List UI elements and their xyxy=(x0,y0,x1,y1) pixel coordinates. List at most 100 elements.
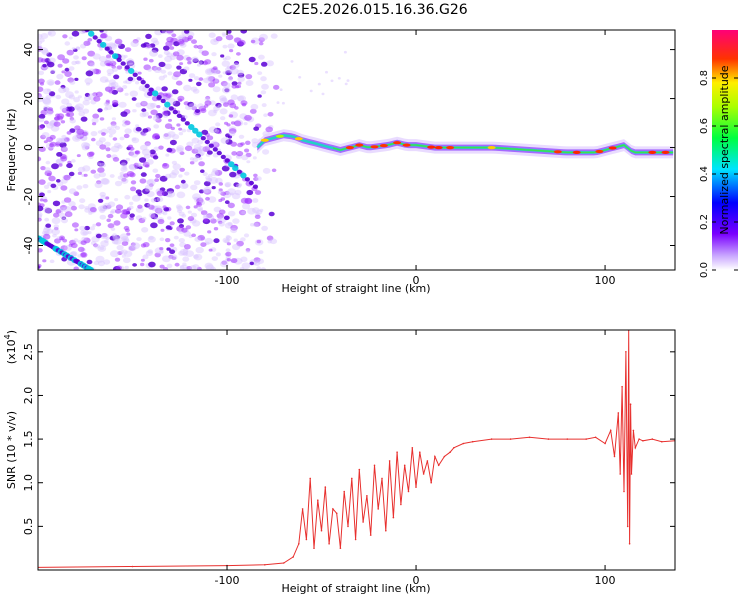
noise-point xyxy=(142,188,150,195)
noise-point xyxy=(258,41,264,46)
noise-point xyxy=(279,88,283,91)
noise-point xyxy=(192,88,200,94)
noise-point xyxy=(183,66,190,71)
noise-point xyxy=(185,205,191,210)
noise-point xyxy=(60,120,66,124)
noise-point xyxy=(220,191,227,196)
snr-point xyxy=(324,486,327,488)
noise-point xyxy=(198,208,203,212)
noise-point xyxy=(233,238,238,242)
snr-point xyxy=(388,460,391,462)
noise-point xyxy=(254,190,262,195)
signal-track-peak xyxy=(345,146,354,150)
snr-x-ticks: -100 0 100 xyxy=(215,330,616,587)
snr-point xyxy=(625,351,627,353)
noise-point xyxy=(108,79,116,85)
noise-point xyxy=(330,79,334,83)
noise-point xyxy=(71,159,76,163)
noise-point xyxy=(38,86,44,93)
noise-point xyxy=(123,54,128,58)
snr-point xyxy=(638,438,640,440)
noise-point xyxy=(156,196,164,202)
noise-point xyxy=(215,102,222,108)
noise-point xyxy=(229,192,234,196)
noise-point xyxy=(87,50,96,57)
noise-point xyxy=(77,246,85,252)
noise-point xyxy=(193,205,198,209)
noise-point xyxy=(73,48,78,52)
noise-point xyxy=(207,178,213,182)
noise-point xyxy=(62,58,70,64)
noise-point xyxy=(196,206,203,211)
noise-point xyxy=(151,133,160,140)
noise-point xyxy=(254,214,261,219)
noise-point xyxy=(59,142,67,148)
noise-point xyxy=(225,133,231,138)
noise-point xyxy=(126,60,135,67)
noise-point xyxy=(194,147,202,153)
noise-point xyxy=(229,65,236,70)
noise-point xyxy=(196,63,201,67)
noise-point xyxy=(143,64,151,71)
noise-point xyxy=(90,131,98,137)
noise-point xyxy=(147,236,156,243)
noise-point xyxy=(129,213,135,218)
noise-point xyxy=(240,256,248,263)
noise-point xyxy=(58,235,65,241)
noise-point xyxy=(220,80,228,87)
noise-point xyxy=(238,209,247,216)
noise-point xyxy=(148,261,156,268)
noise-point xyxy=(131,137,137,141)
y-tick-label: -40 xyxy=(22,237,35,255)
noise-point xyxy=(115,265,123,270)
snr-point xyxy=(282,562,285,564)
noise-point xyxy=(76,46,81,51)
noise-point xyxy=(255,209,263,215)
noise-point xyxy=(120,178,129,184)
noise-point xyxy=(257,94,262,98)
noise-point xyxy=(249,261,255,266)
noise-point xyxy=(166,263,173,269)
noise-point xyxy=(179,265,185,269)
snr-x-label: Height of straight line (km) xyxy=(281,582,430,595)
noise-point xyxy=(236,52,241,56)
noise-point xyxy=(161,86,168,92)
x-tick-label: 0 xyxy=(413,274,420,287)
signal-track-peak xyxy=(553,150,562,154)
snr-point xyxy=(400,503,402,506)
noise-point xyxy=(84,145,90,150)
noise-point xyxy=(160,69,167,74)
noise-point xyxy=(44,207,53,214)
noise-point xyxy=(135,124,140,128)
noise-point xyxy=(167,71,173,76)
snr-point xyxy=(396,451,398,454)
noise-point xyxy=(317,82,321,86)
noise-point xyxy=(218,221,225,227)
colorbar-gradient xyxy=(712,30,738,270)
noise-point xyxy=(253,126,260,131)
noise-point xyxy=(105,62,111,67)
noise-point xyxy=(218,188,223,192)
snr-point xyxy=(354,538,357,541)
noise-point xyxy=(97,108,103,113)
noise-point xyxy=(162,211,168,216)
noise-point xyxy=(268,211,275,217)
noise-point xyxy=(187,216,195,222)
noise-point xyxy=(213,105,220,112)
dispersed-track-point xyxy=(188,124,195,130)
noise-point xyxy=(230,141,238,147)
noise-point xyxy=(120,236,129,243)
noise-point xyxy=(55,143,60,147)
noise-point xyxy=(145,250,153,256)
noise-point xyxy=(253,177,259,181)
noise-point xyxy=(200,210,208,216)
noise-point xyxy=(140,100,148,107)
noise-point xyxy=(63,197,72,203)
noise-point xyxy=(44,167,51,173)
noise-point xyxy=(38,57,44,63)
noise-point xyxy=(164,123,173,129)
dispersed-track-point xyxy=(136,76,142,81)
noise-point xyxy=(122,238,127,242)
noise-point xyxy=(129,146,135,151)
noise-point xyxy=(222,82,231,89)
